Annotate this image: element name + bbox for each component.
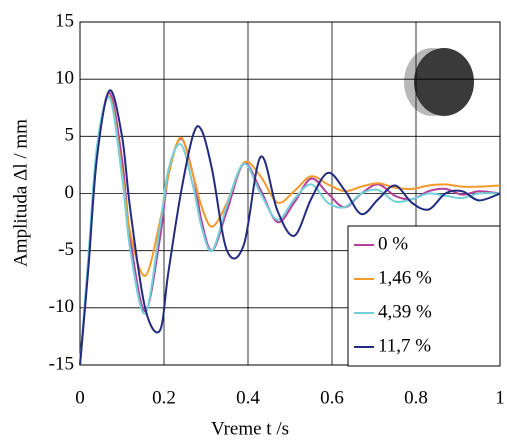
legend-label: 0 % <box>378 233 408 254</box>
legend-label: 4,39 % <box>378 301 432 322</box>
y-tick-label: -10 <box>49 296 74 317</box>
x-axis-label: Vreme t /s <box>211 418 289 439</box>
y-axis-label: Amplituda Δl / mm <box>10 119 31 267</box>
legend-box <box>347 225 501 367</box>
y-tick-label: -5 <box>58 239 74 260</box>
data-line <box>79 96 501 366</box>
y-tick-label: 15 <box>55 10 74 31</box>
y-tick-label: 0 <box>65 182 75 203</box>
specimen-image <box>398 38 484 126</box>
x-tick-label: 0.6 <box>320 387 344 408</box>
x-tick-label: 1 <box>495 387 505 408</box>
legend-label: 11,7 % <box>378 335 431 356</box>
x-tick-label: 0 <box>75 387 85 408</box>
data-line <box>79 89 501 366</box>
legend-label: 1,46 % <box>378 267 432 288</box>
y-tick-label: -15 <box>49 353 74 374</box>
y-tick-label: 5 <box>65 125 75 146</box>
x-tick-label: 0.8 <box>404 387 428 408</box>
x-tick-label: 0.2 <box>152 387 176 408</box>
y-tick-label: 10 <box>55 68 74 89</box>
x-tick-label: 0.4 <box>236 387 260 408</box>
